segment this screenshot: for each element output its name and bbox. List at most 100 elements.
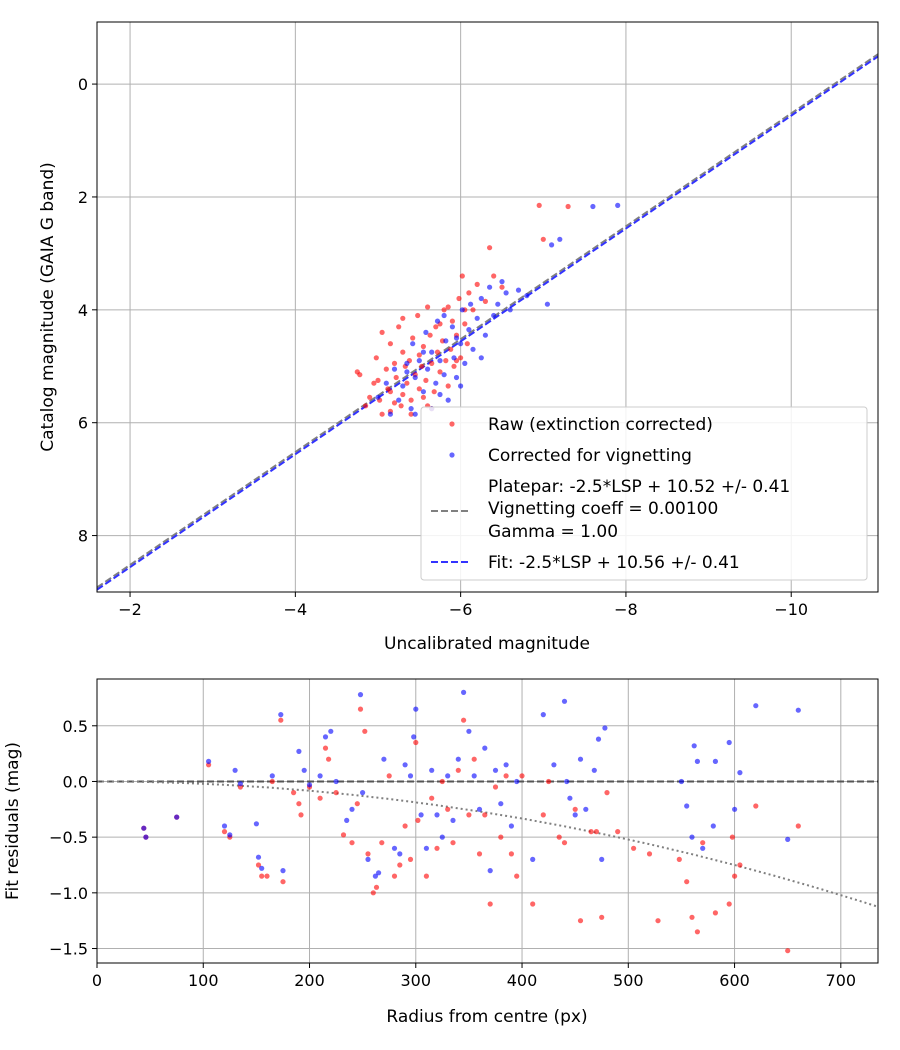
top-point-series0 [410,335,416,341]
bottom-point-series1 [206,758,212,765]
bottom-point-series1 [391,845,398,851]
top-point-series1 [441,372,447,378]
top-point-series1 [482,332,488,338]
top-point-series0 [482,298,488,304]
top-point-series1 [499,279,505,285]
bottom-point-series0 [588,829,594,835]
top-point-series1 [474,315,480,321]
bottom-point-series0 [471,756,477,762]
bottom-point-series0 [349,840,355,846]
bottom-point-series1 [365,856,371,863]
bottom-point-series0 [593,829,600,835]
bottom-point-series1 [482,745,488,751]
bottom-point-series1 [141,825,147,831]
top-point-series1 [487,284,493,290]
bottom-point-series1 [530,856,536,863]
bottom-point-series0 [413,739,419,746]
bottom-y-tick-label: −1.5 [49,940,88,959]
bottom-point-series0 [365,851,371,857]
bottom-point-series1 [439,834,445,840]
top-point-series0 [431,389,437,395]
top-point-series0 [363,403,369,409]
top-point-series1 [383,380,389,386]
top-point-series1 [412,374,418,381]
top-point-series0 [425,304,431,310]
bottom-point-series1 [514,778,520,785]
top-y-tick-label: 2 [78,188,88,207]
bottom-point-series1 [372,873,378,879]
bottom-point-series0 [264,873,270,879]
bottom-point-series1 [411,734,417,740]
top-point-series1 [400,383,406,389]
top-axes-frame [96,21,879,593]
legend: Raw (extinction corrected) Corrected for… [420,406,868,581]
top-point-series0 [391,400,398,406]
bottom-point-series0 [712,910,719,916]
top-point-series0 [459,273,465,279]
bottom-point-series1 [591,767,597,773]
bottom-point-series0 [753,803,759,809]
bottom-point-series1 [689,834,695,840]
bottom-point-series0 [391,873,398,879]
bottom-point-series0 [317,795,323,801]
bottom-y-tick-label: 0.5 [63,717,88,736]
bottom-point-series1 [684,803,690,809]
bottom-point-series0 [476,851,483,857]
top-point-series1 [425,366,431,372]
top-point-series1 [437,391,443,398]
top-point-series0 [419,363,425,369]
bottom-point-series0 [732,873,738,879]
legend-marker-raw [449,421,455,427]
bottom-point-series1 [461,689,467,696]
bottom-point-series1 [376,870,382,876]
bottom-point-series1 [301,767,307,773]
bottom-point-series0 [370,890,376,896]
top-point-series1 [449,324,455,330]
bottom-point-series0 [577,918,584,924]
bottom-point-series0 [546,778,552,785]
bottom-point-series0 [694,929,701,935]
bottom-point-series1 [455,756,461,762]
bottom-point-series1 [237,781,243,787]
top-point-series1 [408,406,414,412]
bottom-x-tick-label: 500 [613,971,644,990]
top-point-series1 [410,341,416,347]
bottom-point-series0 [556,834,562,840]
bottom-point-series0 [514,873,520,879]
top-point-series0 [433,324,439,330]
bottom-point-series1 [143,834,149,840]
bottom-point-series1 [476,806,483,812]
top-point-series0 [415,312,421,319]
bottom-point-series0 [296,801,302,807]
bottom-point-series1 [540,712,546,718]
bottom-point-series0 [402,823,408,829]
bottom-point-series0 [482,812,488,818]
bottom-point-series1 [561,698,568,704]
top-point-series1 [423,329,429,335]
top-point-series1 [433,380,439,386]
bottom-point-series0 [466,812,472,818]
bottom-point-series1 [360,790,366,796]
top-point-series1 [437,358,443,364]
top-point-series0 [379,411,385,417]
bottom-point-series1 [397,851,403,857]
bottom-x-tick-label: 700 [826,971,857,990]
bottom-x-tick-label: 400 [507,971,538,990]
legend-box [420,406,868,581]
top-point-series1 [462,360,468,366]
bottom-point-series1 [466,728,472,734]
bottom-point-series0 [561,840,568,846]
bottom-point-series0 [434,845,440,851]
top-point-series0 [427,332,433,338]
top-x-tick-label: −4 [284,600,308,619]
bottom-point-series1 [333,778,339,785]
top-point-series1 [404,360,410,366]
bottom-point-series1 [710,823,716,829]
bottom-point-series1 [602,725,608,731]
top-point-series0 [371,380,377,386]
bottom-point-series1 [712,758,719,765]
bottom-point-series1 [434,812,440,818]
bottom-x-tick-label: 300 [401,971,432,990]
bottom-point-series0 [259,873,265,879]
top-point-series0 [456,295,462,302]
